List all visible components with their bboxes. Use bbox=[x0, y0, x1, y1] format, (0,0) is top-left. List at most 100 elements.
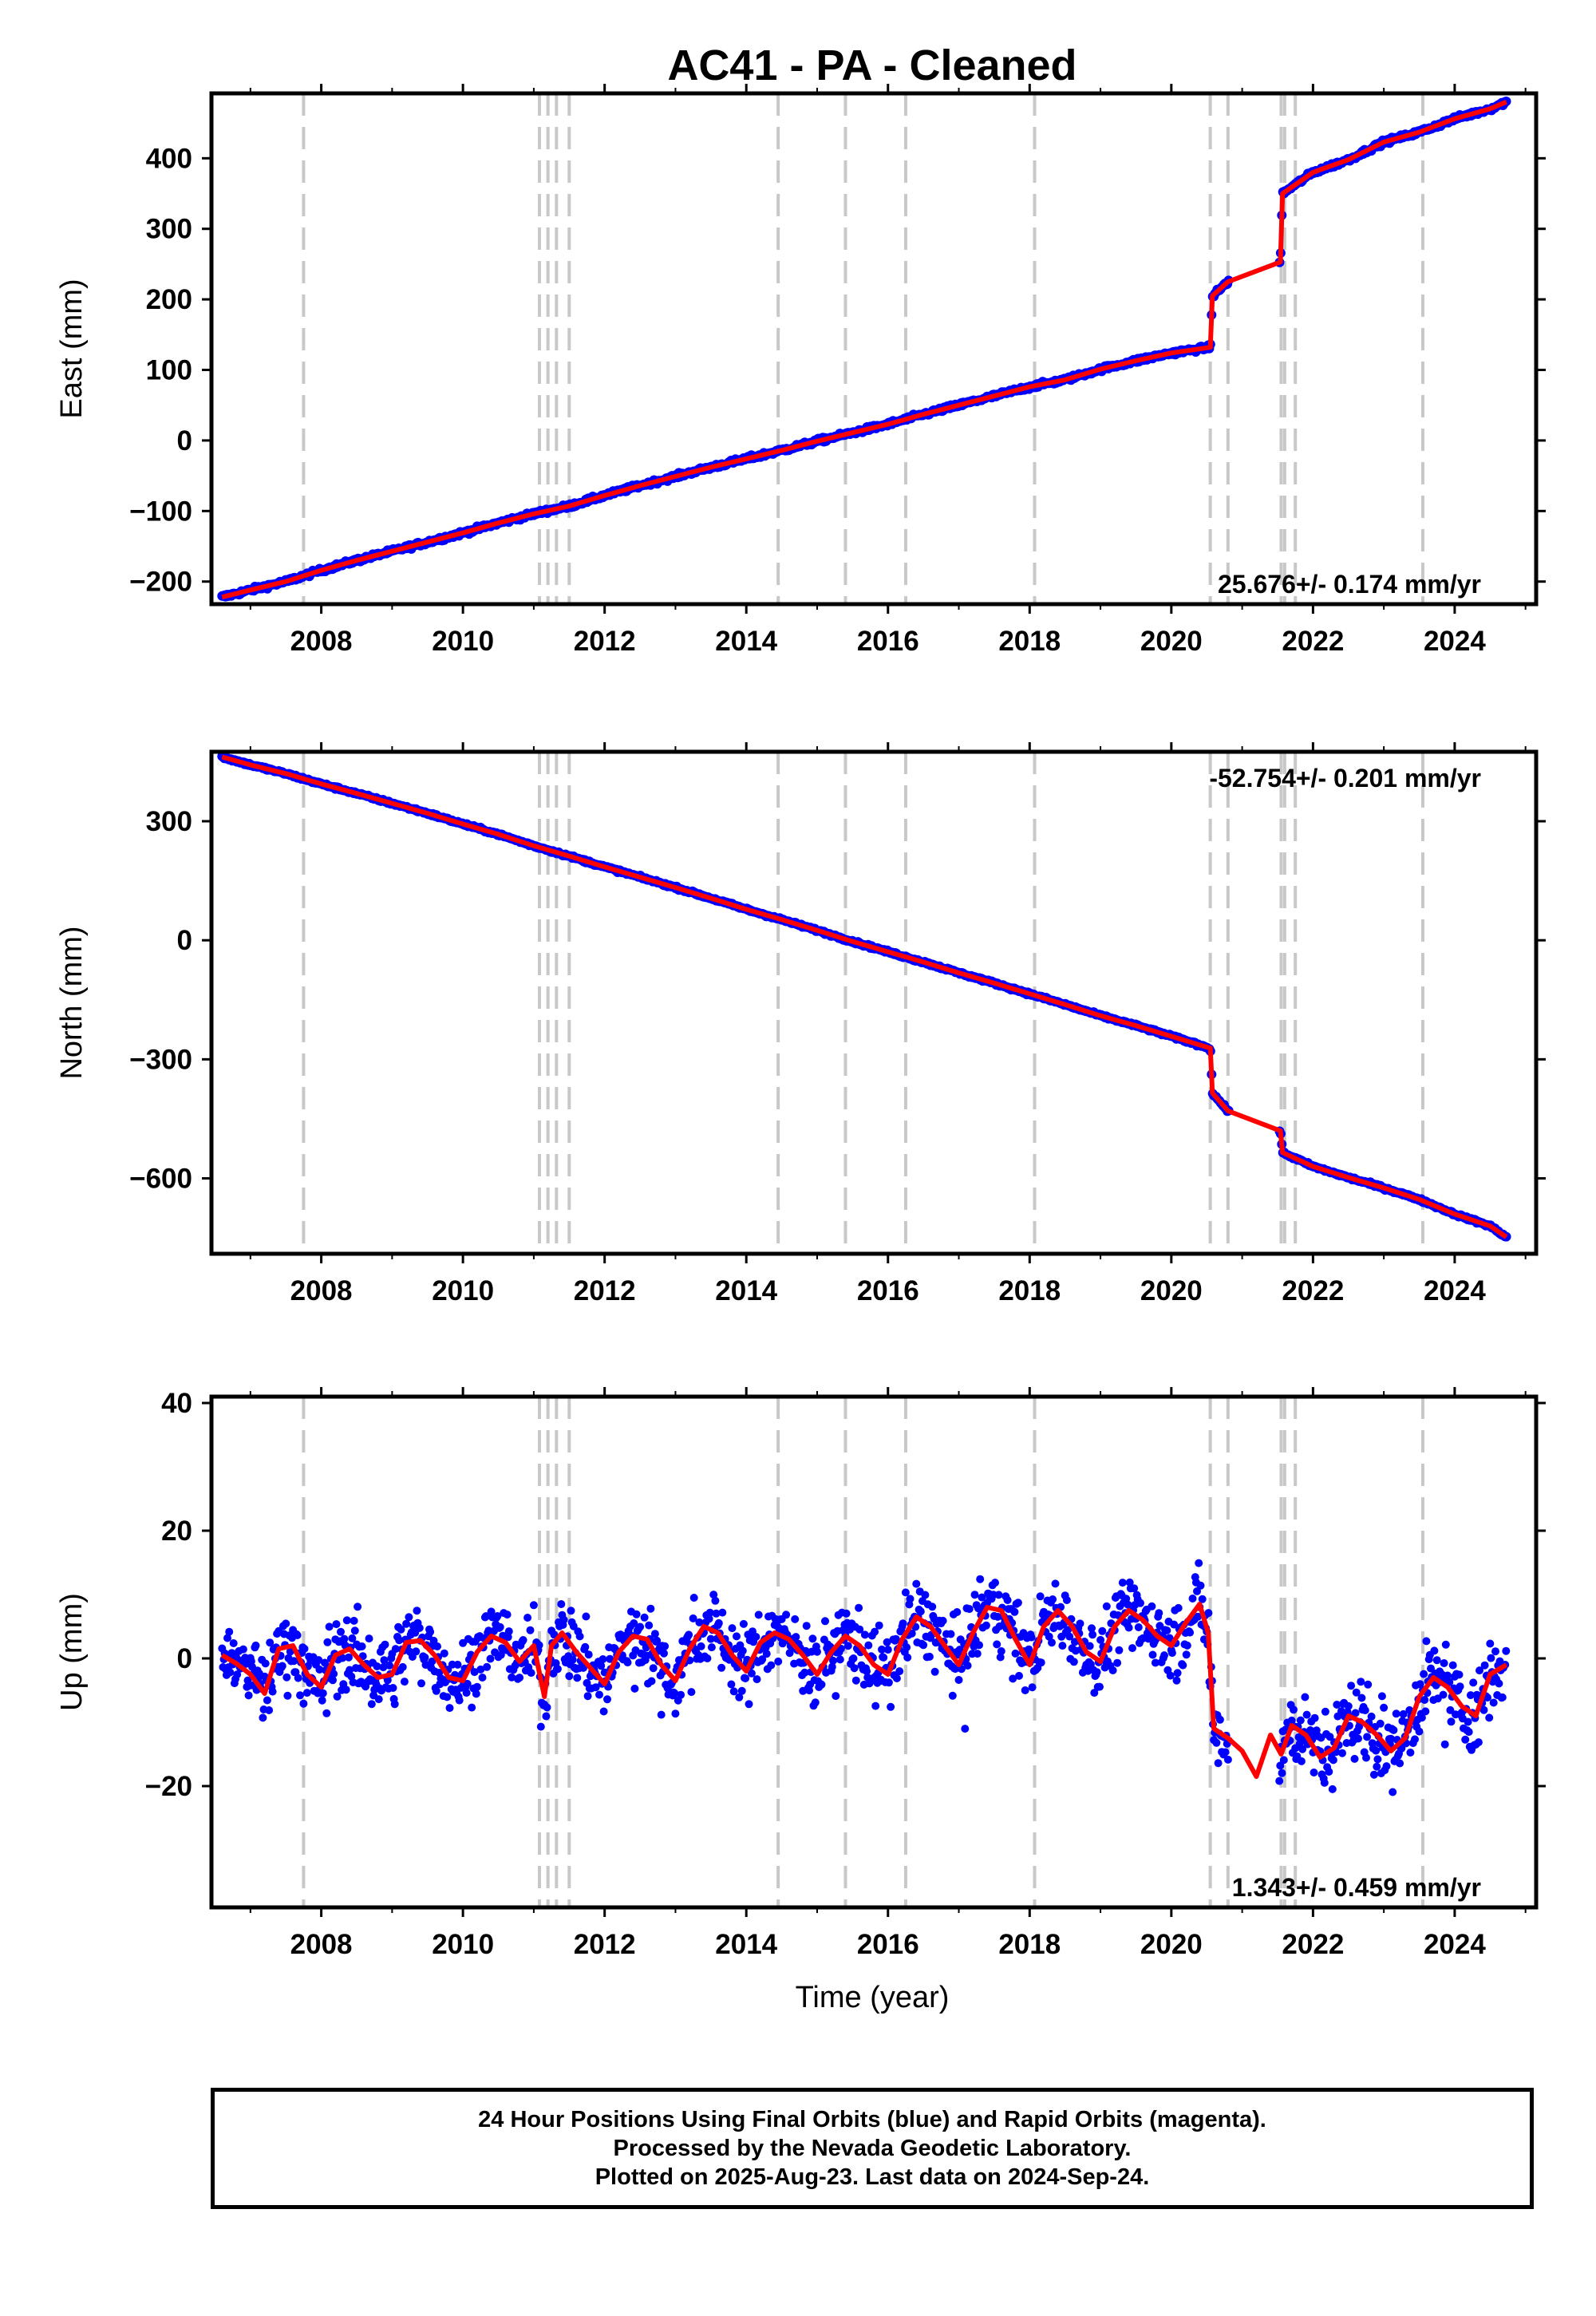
data-point bbox=[1382, 1762, 1391, 1771]
data-point bbox=[1058, 1642, 1067, 1650]
data-point bbox=[1325, 1733, 1334, 1741]
data-point bbox=[1003, 1596, 1012, 1604]
data-point bbox=[1464, 1717, 1472, 1726]
data-point bbox=[559, 1615, 568, 1624]
data-point bbox=[738, 1646, 747, 1655]
data-point bbox=[482, 1612, 490, 1621]
data-point bbox=[892, 1674, 901, 1682]
x-tick-label: 2010 bbox=[432, 1929, 494, 1960]
data-point bbox=[536, 1722, 545, 1731]
data-point bbox=[402, 1619, 411, 1628]
data-point bbox=[472, 1690, 480, 1698]
y-tick-label: 300 bbox=[146, 214, 192, 245]
data-point bbox=[709, 1591, 718, 1599]
data-point bbox=[1333, 1701, 1341, 1709]
data-point bbox=[516, 1674, 524, 1682]
data-point bbox=[965, 1605, 974, 1614]
data-point bbox=[1009, 1674, 1017, 1683]
data-point bbox=[1196, 1581, 1205, 1590]
data-point bbox=[1115, 1646, 1124, 1654]
data-point bbox=[373, 1662, 381, 1670]
x-tick-label: 2008 bbox=[290, 626, 353, 657]
data-point bbox=[901, 1588, 910, 1597]
data-point bbox=[975, 1641, 983, 1650]
data-point bbox=[599, 1707, 608, 1716]
data-point bbox=[1406, 1749, 1415, 1757]
data-point bbox=[717, 1663, 726, 1672]
data-point bbox=[660, 1649, 668, 1658]
data-point bbox=[595, 1690, 603, 1699]
data-point bbox=[1328, 1784, 1337, 1793]
data-point bbox=[953, 1608, 962, 1616]
data-point bbox=[1306, 1726, 1314, 1734]
data-point bbox=[338, 1654, 347, 1662]
data-point bbox=[903, 1653, 912, 1662]
data-point bbox=[1027, 1633, 1036, 1642]
y-tick-label: 0 bbox=[177, 1643, 192, 1674]
data-point bbox=[1302, 1710, 1311, 1719]
data-point bbox=[912, 1579, 921, 1588]
rate-annotation: -52.754+/- 0.201 mm/yr bbox=[1209, 764, 1481, 792]
data-point bbox=[976, 1575, 985, 1583]
data-point bbox=[1193, 1587, 1201, 1595]
data-point bbox=[1357, 1694, 1366, 1702]
data-point bbox=[591, 1683, 600, 1692]
data-point bbox=[1455, 1670, 1464, 1679]
data-point bbox=[1085, 1642, 1094, 1650]
data-point bbox=[1469, 1678, 1478, 1687]
data-point bbox=[948, 1691, 957, 1700]
data-point bbox=[1415, 1727, 1424, 1736]
data-point bbox=[808, 1634, 817, 1643]
data-point bbox=[800, 1668, 809, 1677]
data-point bbox=[421, 1653, 429, 1662]
data-point bbox=[330, 1670, 338, 1678]
east-panel: 2008 2010 2012 2014 2016 2018 2020 2022 2024 −200… bbox=[55, 84, 1546, 657]
data-point bbox=[553, 1665, 562, 1674]
data-point bbox=[1354, 1734, 1362, 1743]
data-point bbox=[1417, 1713, 1426, 1722]
data-point bbox=[1498, 1693, 1507, 1701]
data-point bbox=[575, 1632, 584, 1641]
data-point bbox=[706, 1634, 715, 1643]
data-point bbox=[1088, 1624, 1096, 1633]
x-tick-label: 2016 bbox=[857, 1275, 919, 1306]
data-point bbox=[345, 1653, 353, 1662]
data-point bbox=[598, 1655, 607, 1663]
data-point bbox=[1363, 1733, 1372, 1741]
x-tick-label: 2008 bbox=[290, 1275, 353, 1306]
data-point bbox=[961, 1725, 970, 1733]
data-point bbox=[707, 1643, 716, 1652]
data-point bbox=[1096, 1635, 1105, 1644]
data-point bbox=[792, 1633, 800, 1642]
data-point bbox=[1108, 1666, 1117, 1674]
data-point bbox=[805, 1686, 813, 1695]
data-point bbox=[636, 1622, 645, 1631]
data-point bbox=[390, 1700, 399, 1709]
data-point bbox=[1399, 1709, 1408, 1718]
data-point bbox=[318, 1689, 327, 1697]
data-point bbox=[887, 1702, 895, 1711]
data-point bbox=[1479, 1705, 1488, 1714]
data-point bbox=[855, 1603, 863, 1612]
data-point bbox=[821, 1617, 829, 1626]
x-axis-label: Time (year) bbox=[796, 1981, 950, 2014]
data-point bbox=[486, 1654, 495, 1663]
data-point bbox=[758, 1655, 767, 1664]
data-point bbox=[283, 1691, 292, 1700]
data-point bbox=[1215, 1715, 1224, 1724]
data-point bbox=[1422, 1637, 1431, 1646]
data-point bbox=[1028, 1683, 1037, 1692]
x-tick-label: 2018 bbox=[998, 1275, 1061, 1306]
north-panel: 2008 2010 2012 2014 2016 2018 2020 2022 2024 −600… bbox=[55, 742, 1546, 1306]
data-point bbox=[689, 1614, 697, 1622]
data-point bbox=[1439, 1690, 1448, 1699]
data-point bbox=[1021, 1686, 1029, 1694]
data-point bbox=[496, 1650, 505, 1659]
data-point bbox=[883, 1638, 891, 1646]
data-point bbox=[1195, 1559, 1203, 1567]
data-point bbox=[842, 1609, 851, 1618]
data-point bbox=[1432, 1656, 1441, 1665]
data-point bbox=[300, 1644, 309, 1653]
data-point bbox=[519, 1636, 527, 1644]
